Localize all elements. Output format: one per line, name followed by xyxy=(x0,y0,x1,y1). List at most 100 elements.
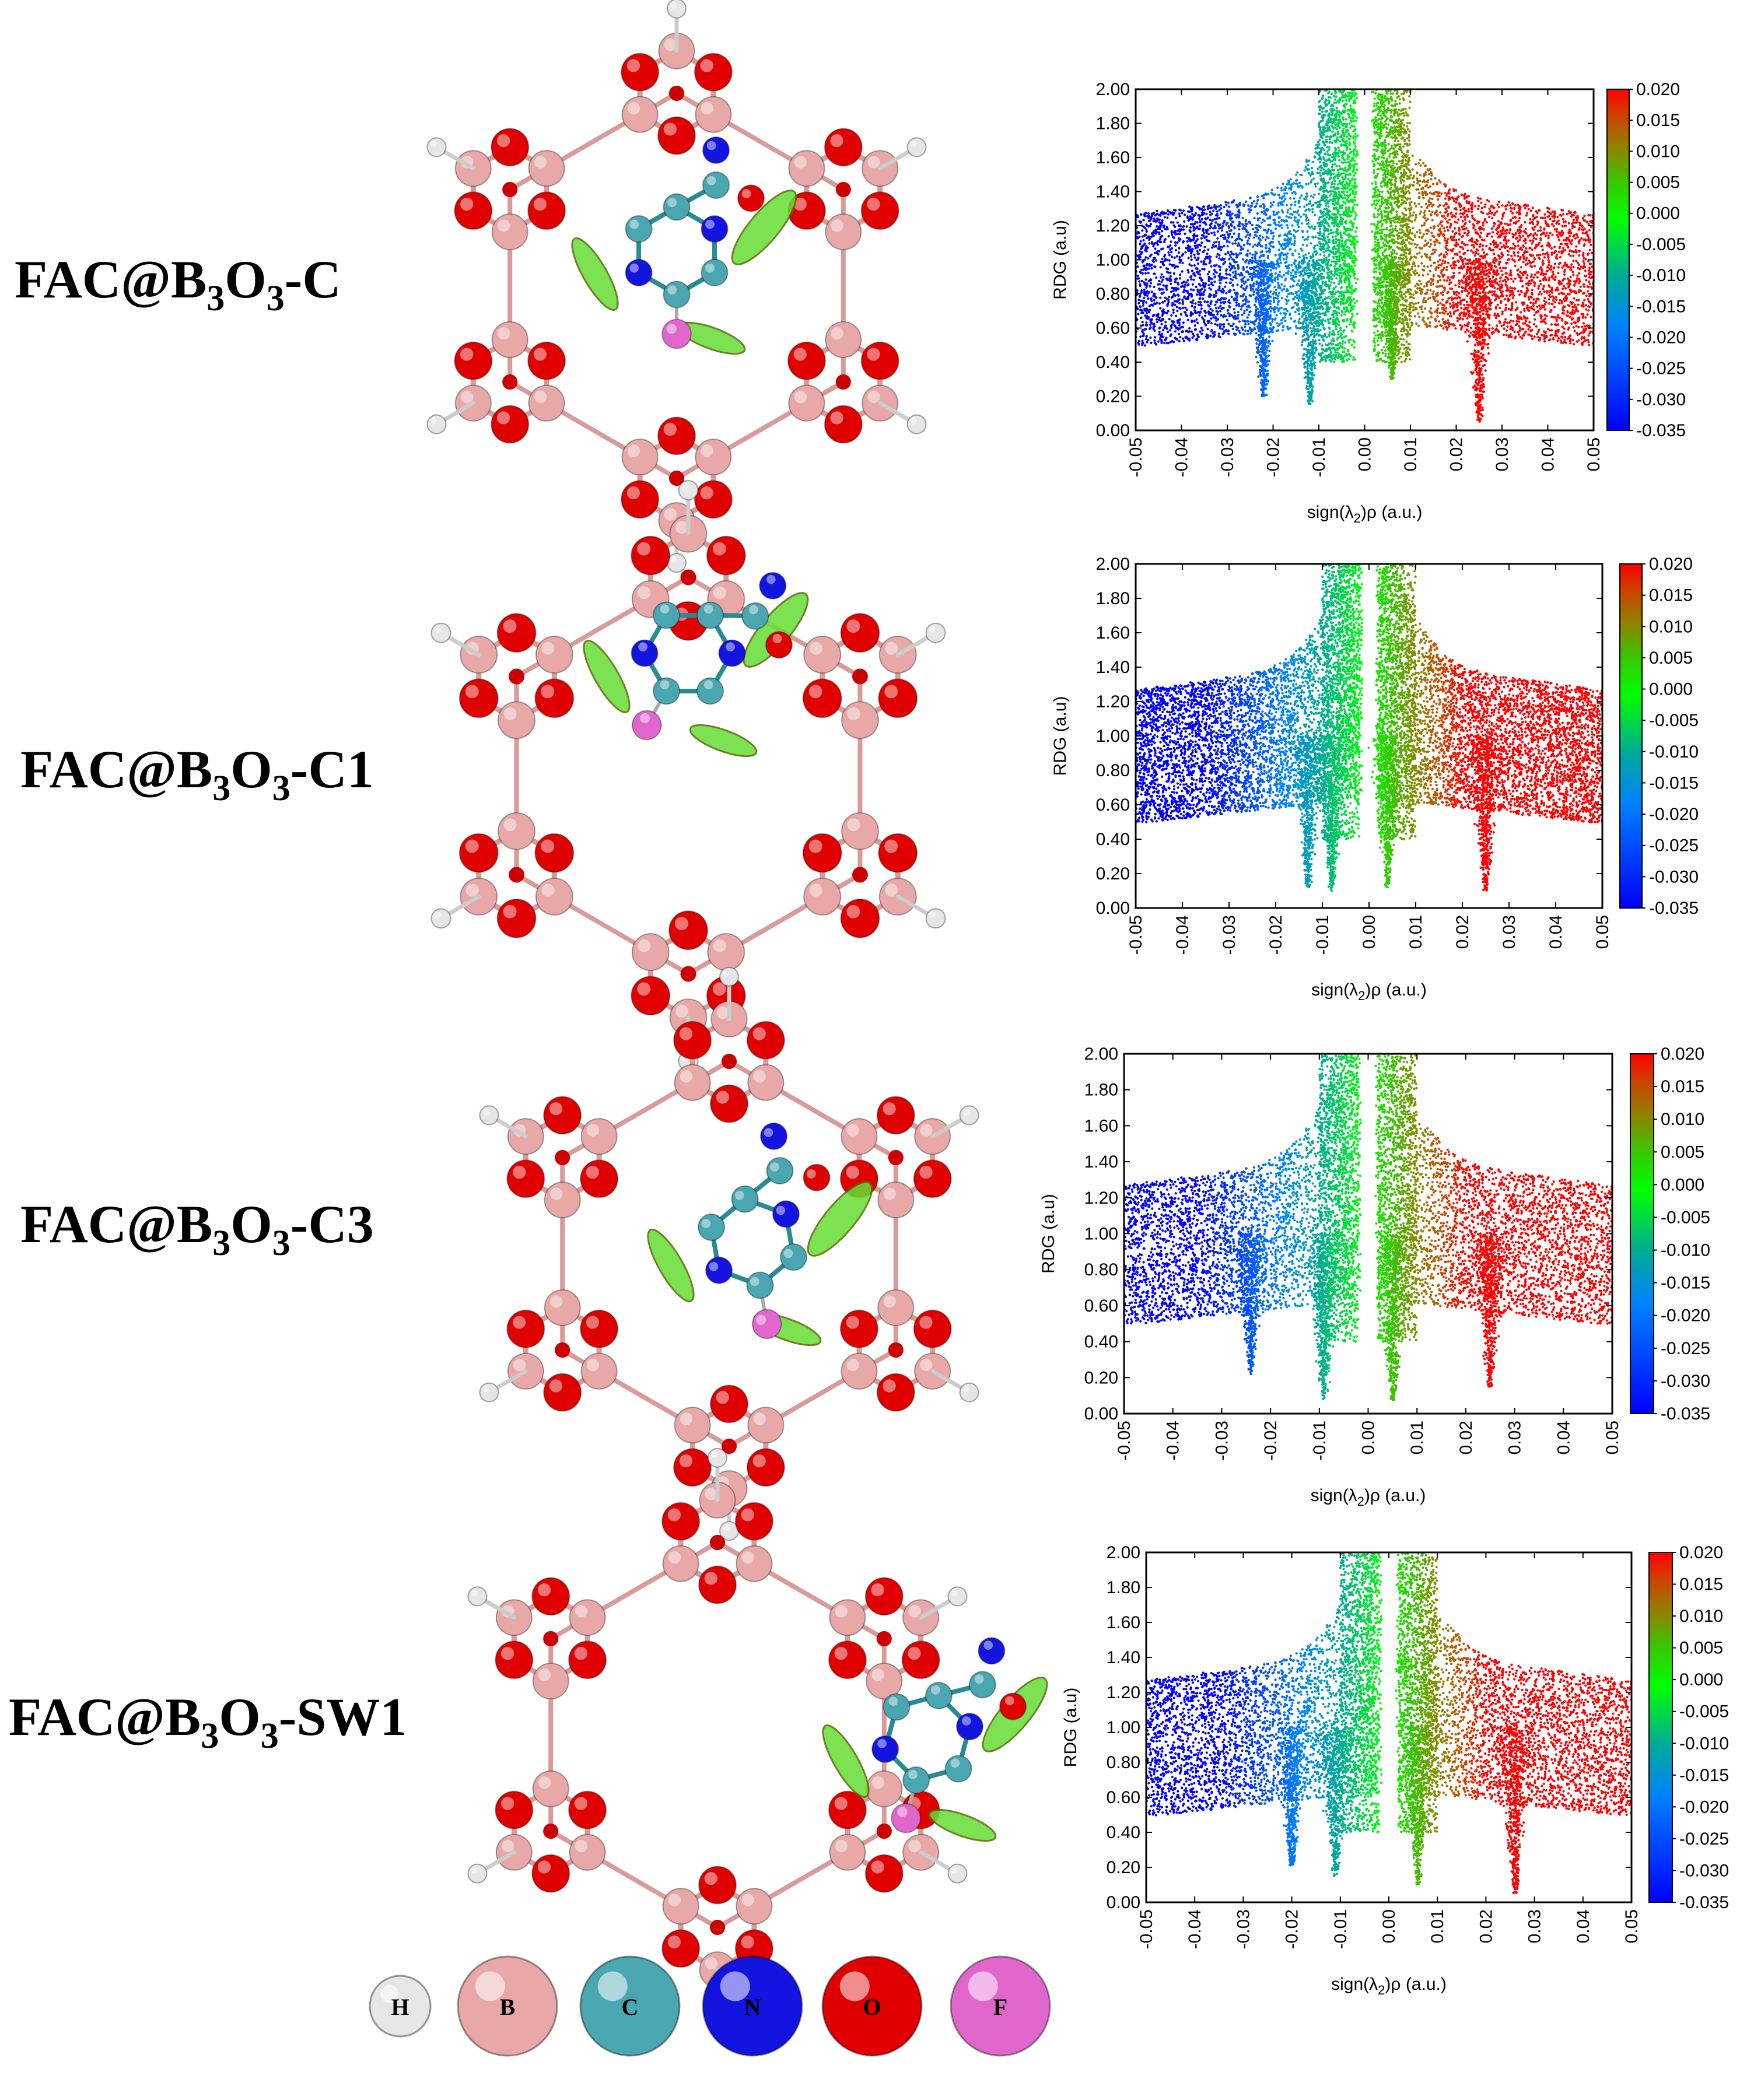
scatter-series xyxy=(1282,1675,1285,1774)
system-label-3: FAC@B3O3-SW1 xyxy=(9,1687,407,1756)
y-tick-label: 0.00 xyxy=(1096,421,1130,440)
scatter-series xyxy=(1426,1127,1429,1285)
scatter-series xyxy=(1216,210,1219,327)
atom-B xyxy=(841,1352,878,1390)
scatter-series xyxy=(1439,1642,1443,1778)
scatter-series xyxy=(1272,1671,1275,1792)
scatter-series xyxy=(1384,1059,1388,1355)
atom-O xyxy=(495,1790,534,1829)
scatter-series xyxy=(1283,1161,1286,1268)
scatter-series xyxy=(1246,222,1249,335)
scatter-series xyxy=(1214,678,1219,813)
scatter-series xyxy=(1136,681,1207,823)
x-tick-label: -0.01 xyxy=(1313,915,1332,955)
scatter-series xyxy=(1217,693,1220,804)
y-tick-label: 1.00 xyxy=(1107,1718,1140,1737)
x-tick-label: -0.05 xyxy=(1137,1909,1156,1949)
scatter-series xyxy=(1278,671,1282,806)
scatter-series xyxy=(1284,198,1287,322)
atom-B xyxy=(825,213,862,251)
legend-atom-F: F xyxy=(950,1955,1051,2057)
scatter-series xyxy=(1206,690,1209,815)
atom-B xyxy=(498,812,535,850)
atom-O xyxy=(631,535,671,576)
scatter-series xyxy=(1239,680,1242,770)
atom-H xyxy=(719,1521,739,1541)
atom-O xyxy=(876,1096,915,1135)
scatter-series xyxy=(1270,1164,1274,1291)
scatter-series xyxy=(1412,177,1415,308)
atom-O xyxy=(694,480,733,519)
y-tick-label: 1.80 xyxy=(1084,1081,1118,1100)
atom-N xyxy=(705,1256,733,1284)
scatter-series xyxy=(1295,1652,1298,1843)
scatter-series xyxy=(1325,1631,1328,1807)
scatter-series xyxy=(1319,1682,1323,1799)
atom-O xyxy=(913,1309,952,1348)
scatter-series xyxy=(1395,1079,1398,1378)
scatter-series xyxy=(1277,1671,1280,1797)
scatter-series xyxy=(1379,1058,1382,1327)
scatter-series xyxy=(1277,253,1281,327)
y-tick-label: 2.00 xyxy=(1107,1543,1140,1562)
scatter-series xyxy=(1216,217,1220,321)
atom-B xyxy=(841,701,879,739)
x-tick-label: 0.02 xyxy=(1476,1909,1496,1943)
colorbar-tick-label: -0.035 xyxy=(1649,899,1699,918)
colorbar-tick-label: 0.005 xyxy=(1636,173,1680,192)
scatter-series xyxy=(1223,236,1227,303)
atom-B xyxy=(707,933,745,972)
x-tick-label: 0.03 xyxy=(1506,1421,1525,1454)
scatter-series xyxy=(1260,689,1263,769)
scatter-series xyxy=(1312,1656,1316,1792)
colorbar-tick-label: -0.035 xyxy=(1679,1893,1729,1912)
scatter-series xyxy=(1248,696,1251,812)
atom-B xyxy=(841,812,879,850)
scatter-series xyxy=(1402,1586,1405,1832)
scatter-series xyxy=(1220,1679,1223,1809)
atom-B xyxy=(825,321,862,358)
rdg-isosurface xyxy=(852,668,868,685)
x-tick-label: -0.03 xyxy=(1234,1909,1253,1949)
atom-N xyxy=(702,136,730,164)
scatter-series xyxy=(1430,178,1433,318)
scatter-series xyxy=(1237,1174,1241,1313)
atom-H xyxy=(708,1447,727,1468)
atom-N xyxy=(718,639,746,667)
atom-N xyxy=(701,215,729,243)
scatter-series xyxy=(1261,1687,1265,1801)
atom-O xyxy=(734,1502,773,1541)
scatter-series xyxy=(1245,200,1248,303)
scatter-series xyxy=(1425,1162,1428,1295)
atom-O xyxy=(661,1502,701,1541)
scatter-series xyxy=(1269,1695,1272,1801)
y-tick-label: 1.80 xyxy=(1107,1578,1140,1597)
scatter-series xyxy=(1335,1060,1338,1312)
colorbar-tick-label: -0.020 xyxy=(1649,805,1699,824)
scatter-series xyxy=(1288,1147,1291,1264)
atom-N xyxy=(955,1713,983,1741)
atom-B xyxy=(535,877,573,916)
atom-O xyxy=(491,405,530,444)
x-tick-label: -0.05 xyxy=(1126,437,1146,477)
scatter-series xyxy=(1209,680,1212,803)
colorbar-tick-label: 0.000 xyxy=(1679,1670,1723,1689)
scatter-series xyxy=(1444,1654,1447,1784)
atom-H xyxy=(479,1382,499,1403)
atom-N xyxy=(760,1122,788,1150)
colorbar-tick-label: -0.030 xyxy=(1661,1372,1710,1391)
x-tick-label: 0.04 xyxy=(1554,1421,1573,1454)
rdg-isosurface xyxy=(543,1823,559,1839)
atom-B xyxy=(580,1352,618,1390)
atom-O xyxy=(878,833,918,873)
scatter-series xyxy=(1335,1648,1338,1871)
scatter-series xyxy=(1373,109,1376,353)
atom-B xyxy=(528,150,565,187)
atom-H xyxy=(426,414,447,434)
colorbar-tick-label: 0.000 xyxy=(1636,204,1680,223)
atom-B xyxy=(803,636,842,674)
x-tick-label: -0.04 xyxy=(1172,437,1192,477)
colorbar-tick-label: 0.015 xyxy=(1661,1077,1704,1096)
scatter-series xyxy=(1255,1668,1258,1804)
colorbar xyxy=(1648,1552,1673,1903)
